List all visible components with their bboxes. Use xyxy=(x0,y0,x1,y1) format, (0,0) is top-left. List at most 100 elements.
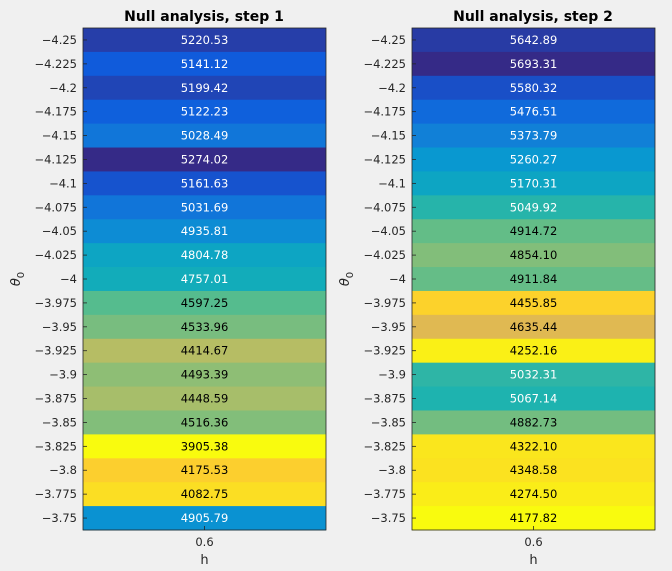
heatmap-cell xyxy=(412,434,655,459)
cell-value-label: 5032.31 xyxy=(510,368,558,382)
x-axis-label: h xyxy=(529,553,537,568)
heatmap-cell xyxy=(412,171,655,196)
heatmap-cell xyxy=(412,338,655,364)
y-tick-label: −3.925 xyxy=(34,344,77,358)
chart-title: Null analysis, step 2 xyxy=(453,9,613,25)
cell-value-label: 5476.51 xyxy=(510,105,558,119)
heatmap-cell xyxy=(83,123,326,149)
cell-value-label: 4757.01 xyxy=(181,272,229,286)
heatmap-cell xyxy=(412,482,655,507)
cell-value-label: 4882.73 xyxy=(510,415,558,429)
y-tick-label: −3.85 xyxy=(42,415,77,429)
heatmap-cell xyxy=(83,362,326,388)
y-tick-label: −4 xyxy=(389,272,406,286)
heatmap-cell xyxy=(412,51,655,77)
cell-value-label: 5031.69 xyxy=(181,200,229,214)
cell-value-label: 4493.39 xyxy=(181,368,229,382)
cell-value-label: 5199.42 xyxy=(181,81,229,95)
heatmap-cell xyxy=(412,243,655,268)
cell-value-label: 5220.53 xyxy=(181,33,229,47)
heatmap-cell xyxy=(83,338,326,364)
heatmap-cell xyxy=(83,147,326,172)
y-tick-label: −3.85 xyxy=(371,415,406,429)
cell-value-label: 4516.36 xyxy=(181,415,229,429)
y-tick-label: −3.75 xyxy=(42,511,77,525)
cell-value-label: 4597.25 xyxy=(181,296,229,310)
heatmap-cell xyxy=(412,362,655,388)
y-tick-label: −4.05 xyxy=(42,224,77,238)
cell-value-label: 4322.10 xyxy=(510,439,558,453)
cell-value-label: 4854.10 xyxy=(510,248,558,262)
cell-value-label: 4455.85 xyxy=(510,296,558,310)
heatmap-cell xyxy=(412,147,655,172)
heatmap-panel-2: Null analysis, step 2 5642.89 −4.25 5693.31… xyxy=(338,9,656,568)
y-tick-label: −4.175 xyxy=(363,105,406,119)
heatmap-cell xyxy=(83,314,326,340)
cell-value-label: 5067.14 xyxy=(510,392,558,406)
y-tick-label: −3.8 xyxy=(378,463,406,477)
cell-value-label: 5141.12 xyxy=(181,57,229,71)
y-tick-label: −3.775 xyxy=(363,487,406,501)
heatmap-cell xyxy=(83,99,326,125)
y-tick-label: −4.05 xyxy=(371,224,406,238)
cell-value-label: 5260.27 xyxy=(510,152,558,166)
x-tick-label: 0.6 xyxy=(195,535,213,549)
heatmap-cell xyxy=(83,28,326,53)
y-tick-label: −4.15 xyxy=(371,129,406,143)
cell-value-label: 4911.84 xyxy=(510,272,558,286)
heatmap-cell xyxy=(412,28,655,53)
heatmap-cell xyxy=(83,386,326,411)
cell-value-label: 4448.59 xyxy=(181,392,229,406)
heatmap-cell xyxy=(412,290,655,316)
y-tick-label: −4.15 xyxy=(42,129,77,143)
cell-value-label: 5642.89 xyxy=(510,33,558,47)
heatmap-cell xyxy=(412,314,655,340)
heatmap-cell xyxy=(83,434,326,459)
heatmap-cell xyxy=(83,51,326,77)
y-tick-label: −3.9 xyxy=(378,368,406,382)
heatmap-cell xyxy=(83,267,326,292)
heatmap-cell xyxy=(83,410,326,435)
cell-value-label: 4635.44 xyxy=(510,320,558,334)
cell-value-label: 5693.31 xyxy=(510,57,558,71)
cell-value-label: 5028.49 xyxy=(181,129,229,143)
heatmap-cell xyxy=(412,99,655,125)
cell-value-label: 5049.92 xyxy=(510,200,558,214)
cell-value-label: 5580.32 xyxy=(510,81,558,95)
heatmap-cell xyxy=(412,386,655,411)
y-tick-label: −4.025 xyxy=(34,248,77,262)
chart-title: Null analysis, step 1 xyxy=(124,9,284,25)
heatmap-cell xyxy=(412,410,655,435)
cell-value-label: 5170.31 xyxy=(510,176,558,190)
y-tick-label: −4 xyxy=(60,272,77,286)
cell-value-label: 4274.50 xyxy=(510,487,558,501)
cell-value-label: 4533.96 xyxy=(181,320,229,334)
cell-value-label: 5274.02 xyxy=(181,152,229,166)
y-tick-label: −3.9 xyxy=(49,368,77,382)
y-tick-label: −4.2 xyxy=(378,81,406,95)
x-tick-label: 0.6 xyxy=(524,535,542,549)
cell-value-label: 4914.72 xyxy=(510,224,558,238)
heatmap-cell xyxy=(83,458,326,483)
y-tick-label: −4.025 xyxy=(363,248,406,262)
y-tick-label: −3.975 xyxy=(34,296,77,310)
heatmap-cell xyxy=(83,75,326,101)
y-tick-label: −3.875 xyxy=(34,392,77,406)
x-axis-label: h xyxy=(200,553,208,568)
y-tick-label: −4.175 xyxy=(34,105,77,119)
y-tick-label: −3.775 xyxy=(34,487,77,501)
y-tick-label: −3.8 xyxy=(49,463,77,477)
cell-value-label: 5161.63 xyxy=(181,176,229,190)
y-tick-label: −4.125 xyxy=(34,152,77,166)
cell-value-label: 3905.38 xyxy=(181,439,229,453)
heatmap-cell xyxy=(412,195,655,220)
cell-value-label: 4252.16 xyxy=(510,344,558,358)
y-tick-label: −3.95 xyxy=(42,320,77,334)
heatmap-cell xyxy=(83,243,326,268)
y-axis-label: θ0 xyxy=(9,272,27,286)
heatmap-cell xyxy=(412,75,655,101)
y-tick-label: −4.25 xyxy=(371,33,406,47)
cell-value-label: 4935.81 xyxy=(181,224,229,238)
y-tick-label: −3.925 xyxy=(363,344,406,358)
y-tick-label: −4.2 xyxy=(49,81,77,95)
